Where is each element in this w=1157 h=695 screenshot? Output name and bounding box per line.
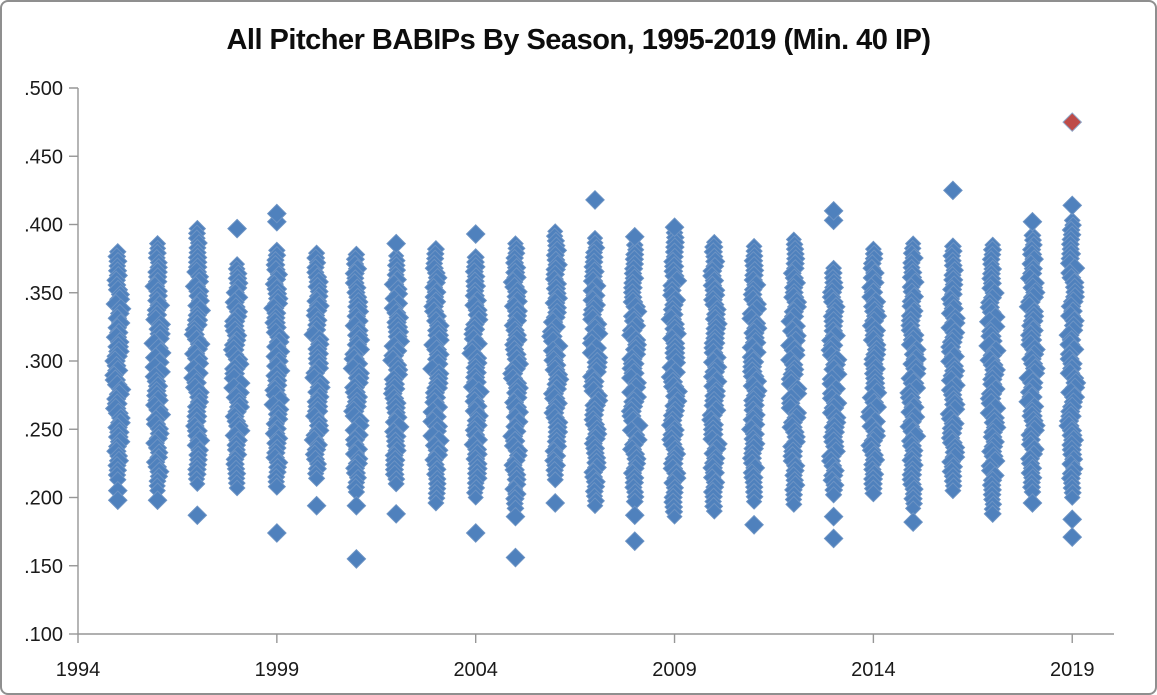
season-column-1995 — [104, 243, 132, 511]
outlier-high-diamond — [585, 190, 605, 210]
outlier-low-diamond — [147, 490, 168, 511]
data-point-diamond — [467, 489, 484, 506]
outlier-low-diamond — [266, 523, 287, 543]
outlier-high-diamond — [1022, 211, 1043, 232]
outlier-low-diamond — [505, 506, 526, 527]
outlier-low-diamond — [346, 549, 367, 569]
season-column-2002 — [382, 233, 411, 524]
season-column-2008 — [620, 226, 649, 552]
season-column-2005 — [502, 235, 530, 568]
season-column-2017 — [978, 236, 1007, 523]
outlier-low-diamond — [386, 503, 407, 524]
y-tick-label: .250 — [24, 419, 63, 441]
season-column-2001 — [342, 245, 371, 569]
outlier-high-diamond — [465, 224, 486, 244]
data-point-diamond — [785, 495, 803, 513]
season-column-2006 — [541, 223, 570, 513]
outlier-low-diamond — [624, 505, 645, 526]
outlier-low-diamond — [187, 505, 208, 526]
outlier-low-diamond — [346, 495, 367, 516]
season-column-1996 — [143, 234, 172, 511]
season-column-2004 — [461, 224, 490, 543]
highlight-point-group — [1062, 112, 1083, 133]
outlier-low-diamond — [823, 528, 844, 549]
data-point-diamond — [1063, 489, 1081, 506]
season-column-2016 — [939, 180, 966, 500]
season-column-2013 — [820, 200, 848, 549]
outlier-high-diamond — [664, 217, 685, 238]
outlier-low-diamond — [1062, 527, 1083, 547]
data-point-diamond — [983, 504, 1002, 523]
data-point-diamond — [546, 471, 564, 489]
outlier-low-diamond — [306, 495, 327, 516]
data-point-diamond — [586, 497, 604, 515]
data-point-diamond — [189, 475, 206, 492]
y-tick-label: .300 — [24, 351, 63, 373]
data-point-diamond — [267, 477, 287, 496]
season-column-1999 — [263, 203, 291, 543]
outlier-low-diamond — [107, 490, 128, 511]
data-point-diamond — [666, 508, 683, 525]
data-point-diamond — [864, 484, 883, 503]
season-column-1997 — [183, 219, 212, 526]
season-column-2007 — [581, 190, 609, 515]
outlier-low-diamond — [903, 512, 924, 532]
chart-title: All Pitcher BABIPs By Season, 1995-2019 … — [226, 24, 931, 56]
data-point-diamond — [824, 486, 843, 504]
outlier-high-diamond — [1062, 195, 1083, 216]
data-point-diamond — [228, 479, 246, 497]
y-tick-label: .100 — [24, 624, 63, 646]
outlier-low-diamond — [1062, 509, 1083, 530]
outlier-low-diamond — [744, 514, 764, 535]
x-tick-label: 2009 — [652, 659, 697, 681]
highlight-point-red-diamond — [1062, 112, 1083, 133]
y-tick-label: .150 — [24, 556, 63, 578]
data-point-diamond — [944, 482, 962, 500]
season-column-2019 — [1058, 195, 1087, 547]
season-column-2012 — [780, 231, 808, 513]
outlier-high-diamond — [227, 218, 247, 239]
data-point-diamond — [705, 502, 723, 520]
y-tick-label: .350 — [24, 283, 63, 305]
y-tick-label: .400 — [24, 215, 63, 237]
outlier-high-diamond — [943, 180, 963, 201]
x-tick-label: 1994 — [56, 659, 101, 681]
outlier-high-diamond — [386, 233, 407, 254]
outlier-high-diamond — [266, 203, 287, 224]
data-point-diamond — [387, 475, 405, 493]
x-tick-label: 2014 — [851, 659, 896, 681]
season-column-2009 — [660, 217, 688, 525]
season-column-2003 — [422, 240, 450, 512]
season-column-2018 — [1018, 211, 1046, 513]
outlier-low-diamond — [545, 493, 566, 513]
y-tick-label: .450 — [24, 146, 63, 168]
season-column-2010 — [701, 233, 728, 520]
data-point-diamond — [307, 469, 326, 488]
outlier-low-diamond — [624, 531, 645, 552]
x-tick-label: 1999 — [255, 659, 300, 681]
season-column-1998 — [222, 218, 251, 497]
outlier-low-diamond — [1022, 493, 1043, 513]
y-tick-label: .200 — [24, 488, 63, 510]
outlier-low-diamond — [505, 547, 526, 568]
outlier-low-diamond — [465, 523, 486, 543]
season-column-2000 — [303, 244, 331, 516]
outlier-high-diamond — [823, 200, 844, 221]
season-column-2011 — [741, 237, 768, 535]
data-point-diamond — [745, 493, 763, 510]
data-point-diamond — [427, 494, 445, 512]
outlier-high-diamond — [624, 226, 645, 247]
y-tick-label: .500 — [24, 78, 63, 100]
x-tick-label: 2019 — [1050, 659, 1095, 681]
outlier-low-diamond — [823, 506, 844, 527]
season-column-2015 — [899, 235, 927, 532]
x-tick-label: 2004 — [453, 659, 498, 681]
season-column-2014 — [859, 240, 888, 503]
